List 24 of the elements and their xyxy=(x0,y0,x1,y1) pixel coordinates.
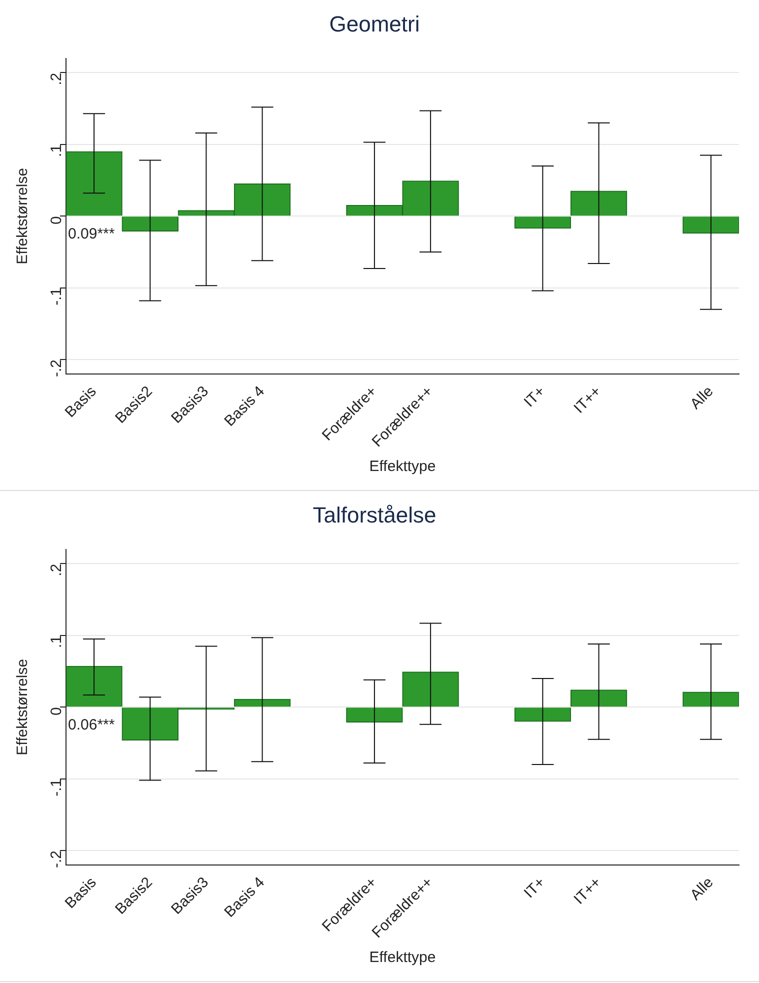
x-tick-label: IT++ xyxy=(570,874,605,908)
y-tick-label: 0 xyxy=(48,216,66,224)
x-tick-label: Alle xyxy=(687,874,717,904)
y-tick-label: .2 xyxy=(48,72,66,86)
data-label: 0.09*** xyxy=(68,225,115,242)
x-tick-label: IT+ xyxy=(520,382,549,411)
x-axis-title: Effekttype xyxy=(369,458,436,476)
x-tick-label: Alle xyxy=(687,382,717,413)
y-tick-label: .2 xyxy=(48,564,66,576)
y-tick-label: .1 xyxy=(48,635,66,648)
data-label: 0.06*** xyxy=(68,716,115,734)
y-tick-label: -.2 xyxy=(48,850,66,868)
y-tick-label: -.2 xyxy=(48,360,66,378)
x-tick-label: IT+ xyxy=(520,874,549,902)
chart-title: Talforståelse xyxy=(312,502,436,528)
y-axis-title: Effektstørrelse xyxy=(14,658,32,756)
y-axis-title: Effektstørrelse xyxy=(14,168,32,264)
x-axis-title: Effekttype xyxy=(369,949,436,966)
y-tick-label: .1 xyxy=(48,144,66,157)
y-tick-label: 0 xyxy=(48,707,66,716)
y-tick-label: -.1 xyxy=(48,778,66,796)
y-tick-label: -.1 xyxy=(48,288,66,306)
chart-title: Geometri xyxy=(329,11,420,36)
x-tick-label: IT++ xyxy=(570,382,605,417)
